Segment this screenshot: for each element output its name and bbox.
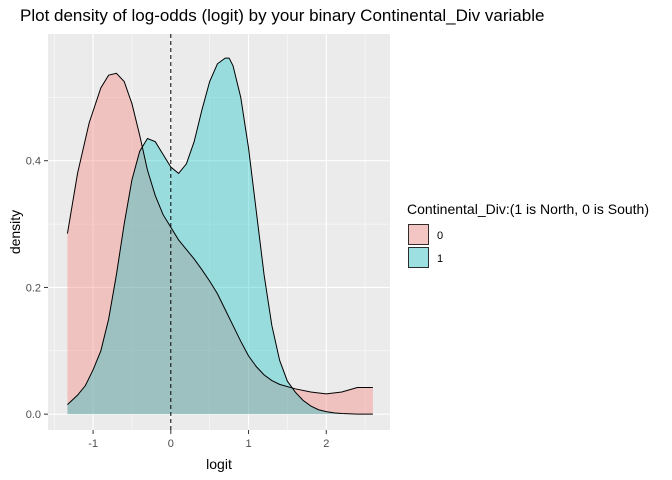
y-tick-label: 0.2 [26,282,41,294]
legend-key-bg [408,224,429,245]
legend-swatch-1 [408,247,429,268]
density-area-1 [67,58,373,415]
legend: Continental_Div:(1 is North, 0 is South)… [407,201,649,268]
y-axis-title: density [7,210,23,254]
density-line-0 [66,72,373,395]
x-axis: -1 0 1 2 [88,430,329,450]
x-axis-title: logit [206,456,232,472]
legend-title: Continental_Div:(1 is North, 0 is South) [407,201,649,217]
y-tick-label: 0.0 [26,409,41,421]
density-area-0 [67,73,373,415]
y-tick-label: 0.4 [26,156,41,168]
legend-label-1: 1 [437,253,443,265]
x-tick-label: -1 [88,438,98,450]
x-tick-label: 1 [245,438,251,450]
legend-key-bg [408,247,429,268]
x-tick-label: 2 [323,438,329,450]
y-axis: 0.0 0.2 0.4 [26,156,48,421]
legend-swatch-0 [408,224,429,245]
x-tick-label: 0 [168,438,174,450]
chart-title: Plot density of log-odds (logit) by your… [20,6,545,25]
minor-grid [48,34,390,430]
plot-panel [48,34,390,430]
density-areas [66,57,373,415]
legend-label-0: 0 [437,230,443,242]
density-line-1 [67,57,373,415]
